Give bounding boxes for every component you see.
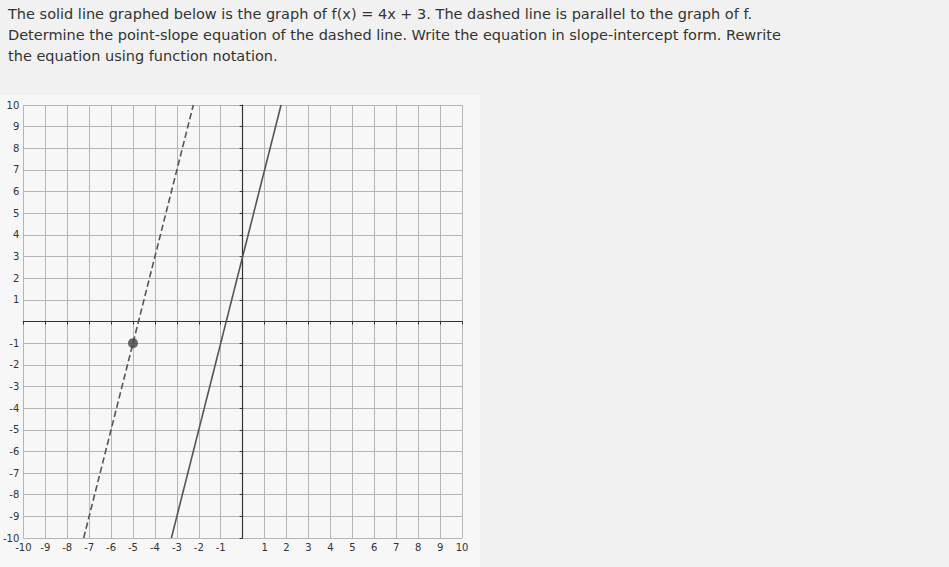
svg-text:-9: -9	[9, 511, 19, 522]
html-text:The solid line graphed below i: The solid line graphed below is the grap…	[8, 6, 753, 22]
svg-text:-3: -3	[9, 381, 19, 392]
svg-text:8: 8	[13, 143, 19, 154]
svg-text:-10: -10	[15, 542, 31, 553]
svg-text:1: 1	[261, 542, 267, 553]
svg-text:6: 6	[13, 186, 19, 197]
svg-text:-7: -7	[9, 468, 19, 479]
svg-text:6: 6	[371, 542, 377, 553]
svg-text:1: 1	[13, 294, 19, 305]
svg-text:8: 8	[415, 542, 421, 553]
svg-text:-5: -5	[128, 542, 138, 553]
svg-text:-1: -1	[216, 542, 226, 553]
svg-text:9: 9	[437, 542, 443, 553]
svg-text:10: 10	[456, 542, 469, 553]
svg-text:2: 2	[283, 542, 289, 553]
svg-text:-5: -5	[9, 424, 19, 435]
svg-text:-7: -7	[84, 542, 94, 553]
svg-text:-4: -4	[9, 403, 19, 414]
svg-text:5: 5	[13, 208, 19, 219]
svg-text:4: 4	[13, 229, 19, 240]
svg-text:-9: -9	[40, 542, 50, 553]
svg-text:-3: -3	[172, 542, 182, 553]
svg-text:7: 7	[13, 164, 19, 175]
svg-text:4: 4	[327, 542, 333, 553]
svg-text:-4: -4	[150, 542, 160, 553]
svg-text:10: 10	[7, 100, 20, 111]
svg-text:5: 5	[349, 542, 355, 553]
svg-text:-6: -6	[9, 446, 19, 457]
svg-text:9: 9	[13, 121, 19, 132]
html-text:Determine the point-slope equa: Determine the point-slope equation of th…	[8, 27, 781, 43]
svg-text:-10: -10	[3, 532, 20, 544]
svg-text:-6: -6	[106, 542, 116, 553]
svg-text:-2: -2	[9, 359, 19, 370]
svg-text:-8: -8	[62, 542, 72, 553]
html-text:the equation using function no: the equation using function notation.	[8, 48, 278, 64]
svg-text:-8: -8	[9, 489, 19, 500]
svg-text:-2: -2	[194, 542, 204, 553]
svg-text:3: 3	[305, 542, 311, 553]
svg-text:7: 7	[393, 542, 399, 553]
svg-text:-1: -1	[9, 338, 19, 349]
svg-text:2: 2	[13, 273, 19, 284]
svg-text:3: 3	[13, 251, 19, 262]
